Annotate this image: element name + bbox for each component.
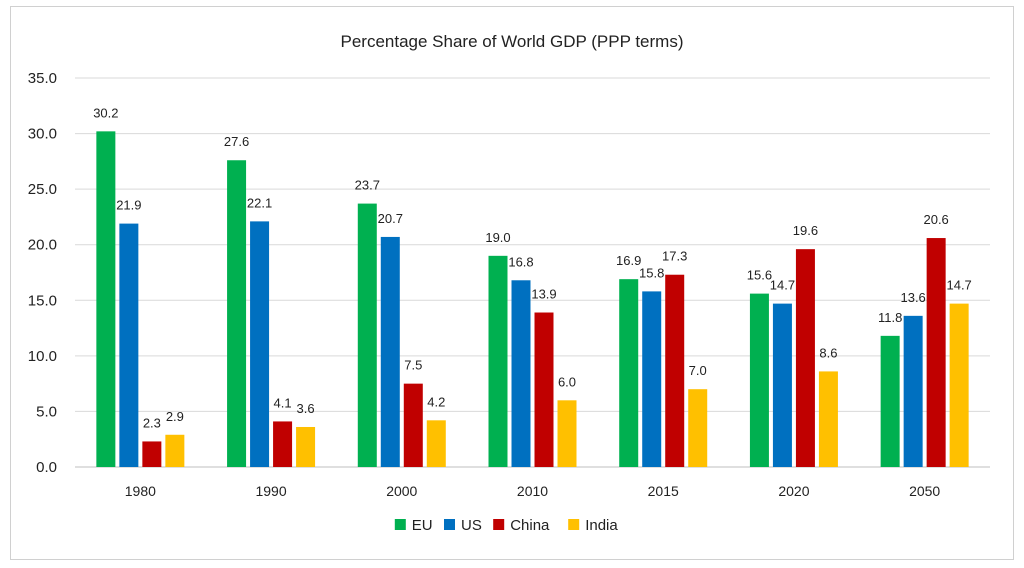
data-labels: 30.2 21.9 2.3 2.9 27.6 22.1 4.1 3.6 23.7 20.7 7.5 4… [93, 105, 972, 430]
bar-eu-1980 [96, 131, 116, 467]
bar-us-1980 [119, 223, 139, 467]
legend: EU US China India [394, 517, 618, 534]
x-tick-label: 2000 [386, 483, 417, 499]
data-label: 19.0 [485, 230, 510, 245]
bar-china-2050 [926, 238, 946, 467]
data-label: 15.6 [747, 268, 772, 283]
y-tick-label: 30.0 [28, 126, 57, 143]
data-label: 17.3 [662, 249, 687, 264]
data-label: 15.8 [639, 265, 664, 280]
data-label: 13.9 [531, 287, 556, 302]
data-label: 11.8 [878, 310, 902, 325]
bar-eu-2015 [619, 279, 639, 467]
chart-title: Percentage Share of World GDP (PPP terms… [341, 32, 684, 51]
data-label: 20.6 [923, 212, 948, 227]
y-tick-label: 15.0 [28, 292, 57, 309]
data-label: 2.3 [143, 415, 161, 430]
data-label: 14.7 [946, 278, 971, 293]
y-tick-label: 35.0 [28, 70, 57, 87]
x-axis: 1980 1990 2000 2010 2015 2020 2050 [125, 483, 941, 499]
legend-swatch-china [493, 519, 505, 530]
y-tick-label: 25.0 [28, 181, 57, 198]
bar-us-2010 [511, 280, 531, 467]
bar-eu-2050 [880, 335, 900, 467]
y-tick-label: 10.0 [28, 348, 57, 365]
bar-china-1990 [273, 421, 293, 467]
y-tick-label: 0.0 [36, 459, 57, 476]
bar-china-1980 [142, 441, 162, 467]
data-label: 30.2 [93, 105, 118, 120]
bar-china-2015 [665, 274, 685, 467]
data-label: 16.8 [508, 254, 533, 269]
bar-us-2050 [903, 315, 923, 467]
bar-eu-2000 [357, 203, 377, 467]
legend-label-us: US [461, 517, 482, 534]
bar-us-2015 [642, 291, 662, 467]
data-label: 6.0 [558, 374, 576, 389]
data-label: 8.6 [819, 345, 837, 360]
bar-india-1990 [296, 426, 316, 467]
data-label: 2.9 [166, 409, 184, 424]
data-label: 4.1 [274, 395, 292, 410]
legend-swatch-india [568, 519, 580, 530]
data-label: 7.0 [689, 363, 707, 378]
y-axis: 0.0 5.0 10.0 15.0 20.0 25.0 30.0 35.0 [28, 70, 57, 476]
bar-eu-2020 [749, 293, 769, 467]
data-label: 16.9 [616, 253, 641, 268]
bar-india-2010 [557, 400, 577, 467]
bar-eu-1990 [227, 160, 247, 467]
data-label: 27.6 [224, 134, 249, 149]
bars [96, 131, 969, 467]
bar-eu-2010 [488, 255, 508, 467]
bar-us-2000 [380, 236, 400, 467]
y-tick-label: 5.0 [36, 403, 57, 420]
x-tick-label: 2015 [648, 483, 679, 499]
data-label: 3.6 [297, 401, 315, 416]
x-tick-label: 2020 [778, 483, 809, 499]
bar-india-2000 [426, 420, 446, 467]
bar-china-2000 [403, 383, 423, 467]
y-tick-label: 20.0 [28, 237, 57, 254]
x-tick-label: 1980 [125, 483, 156, 499]
x-tick-label: 2050 [909, 483, 940, 499]
data-label: 20.7 [378, 211, 403, 226]
legend-label-china: China [510, 517, 550, 534]
bar-india-2015 [688, 389, 708, 467]
legend-label-india: India [585, 517, 618, 534]
data-label: 21.9 [116, 198, 141, 213]
data-label: 19.6 [793, 223, 818, 238]
gridlines [75, 77, 990, 468]
x-tick-label: 1990 [255, 483, 286, 499]
legend-swatch-us [444, 519, 455, 530]
bar-india-2050 [949, 303, 969, 467]
bar-india-2020 [818, 371, 838, 467]
data-label: 7.5 [404, 358, 422, 373]
data-label: 14.7 [770, 278, 795, 293]
legend-swatch-eu [394, 519, 406, 530]
data-label: 22.1 [247, 195, 272, 210]
bar-china-2010 [534, 312, 554, 467]
data-label: 23.7 [355, 178, 380, 193]
bar-us-1990 [250, 221, 270, 467]
data-label: 4.2 [427, 394, 445, 409]
bar-china-2020 [795, 249, 815, 467]
legend-label-eu: EU [412, 517, 433, 534]
bar-india-1980 [165, 434, 185, 467]
bar-us-2020 [772, 303, 792, 467]
x-tick-label: 2010 [517, 483, 548, 499]
data-label: 13.6 [900, 290, 925, 305]
